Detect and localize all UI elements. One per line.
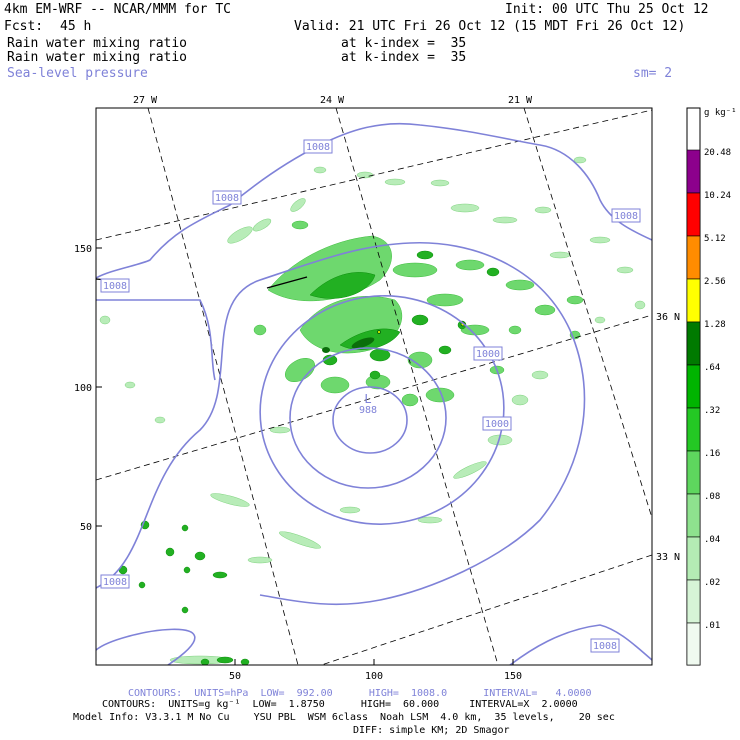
colorbar-label: 20.48 (704, 148, 731, 158)
diffusion-info: DIFF: simple KM; 2D Smagor (353, 725, 510, 736)
sea-level-pressure-contours (96, 122, 652, 665)
field-2-name: Rain water mixing ratio (7, 50, 188, 65)
colorbar-label: .32 (704, 406, 720, 416)
low-pressure-value: 988 (359, 405, 377, 416)
colorbar-label: 1.28 (704, 320, 726, 330)
pressure-contour-996 (289, 347, 447, 489)
colorbar-swatch-.32 (686, 407, 701, 452)
field-3-name: Sea-level pressure (7, 66, 148, 81)
forecast-hours: 45 h (60, 19, 92, 34)
y-tick-label: 50 (80, 522, 92, 533)
lon-label: 21 W (508, 95, 533, 106)
colorbar-label: .02 (704, 578, 720, 588)
colorbar-swatch-.64 (686, 364, 701, 409)
colorbar-swatch-1.28 (686, 321, 701, 366)
colorbar-swatch-.01 (686, 622, 701, 666)
colorbar-swatch-.02 (686, 579, 701, 624)
pressure-label: 1008 (614, 211, 638, 222)
init-time: Init: 00 UTC Thu 25 Oct 12 (505, 2, 709, 17)
colorbar-label: .16 (704, 449, 720, 459)
colorbar-swatch-5.12 (686, 235, 701, 280)
contours-pressure-info: CONTOURS: UNITS=hPa LOW= 992.00 HIGH= 10… (128, 688, 592, 699)
axis-ticks (96, 247, 514, 665)
colorbar-label: .04 (704, 535, 720, 545)
smoothing-label: sm= 2 (633, 66, 673, 81)
lat-label: 36 N (656, 312, 680, 323)
x-tick-label: 100 (365, 671, 383, 682)
y-tick-label: 100 (74, 383, 92, 394)
pressure-contour-1008-sw (96, 628, 196, 665)
pressure-contour-1008-west (96, 299, 216, 381)
valid-time: Valid: 21 UTC Fri 26 Oct 12 (15 MDT Fri … (294, 19, 686, 34)
low-pressure-marker: L (364, 392, 371, 406)
colorbar-swatch-10.24 (686, 192, 701, 237)
colorbar-label: 10.24 (704, 191, 731, 201)
pressure-label: 1008 (103, 281, 127, 292)
colorbar-label: .01 (704, 621, 720, 631)
model-title: 4km EM-WRF -- NCAR/MMM for TC (4, 2, 231, 17)
colorbar-swatch-2.56 (686, 278, 701, 323)
color-bar (686, 107, 701, 666)
colorbar-swatch-.16 (686, 450, 701, 495)
pressure-label: 1008 (593, 641, 617, 652)
colorbar-label: .64 (704, 363, 720, 373)
forecast-label: Fcst: (4, 19, 44, 34)
colorbar-label: 5.12 (704, 234, 726, 244)
pressure-label: 1000 (476, 349, 500, 360)
colorbar-label: 2.56 (704, 277, 726, 287)
model-info: Model Info: V3.3.1 M No Cu YSU PBL WSM 6… (73, 712, 615, 723)
x-tick-label: 50 (229, 671, 241, 682)
pressure-contour-1004 (96, 241, 586, 606)
lon-label: 24 W (320, 95, 345, 106)
pressure-contour-992 (332, 386, 408, 454)
pressure-label: 1000 (485, 419, 509, 430)
barb-line (266, 276, 308, 289)
pressure-label: 1008 (215, 193, 239, 204)
field-2-level: at k-index = 35 (341, 50, 467, 65)
contours-rain-info: CONTOURS: UNITS=g kg⁻¹ LOW= 1.8750 HIGH=… (102, 699, 578, 710)
colorbar-swatch-.04 (686, 536, 701, 581)
pressure-contour-1008-north (96, 122, 652, 279)
y-tick-label: 150 (74, 244, 92, 255)
pressure-label: 1008 (306, 142, 330, 153)
colorbar-swatch-20.48 (686, 149, 701, 194)
pressure-labels (100, 139, 641, 653)
pressure-contour-1008-se (509, 624, 652, 665)
colorbar-units: g kg⁻¹ (704, 108, 737, 118)
colorbar-swatch-.08 (686, 493, 701, 538)
x-tick-label: 150 (504, 671, 522, 682)
field-1-name: Rain water mixing ratio (7, 36, 188, 51)
colorbar-label: .08 (704, 492, 720, 502)
lat-label: 33 N (656, 552, 680, 563)
lat-lon-grid (96, 108, 652, 665)
pressure-contour-1000 (259, 295, 505, 525)
pressure-label: 1008 (103, 577, 127, 588)
field-1-level: at k-index = 35 (341, 36, 467, 51)
lon-label: 27 W (133, 95, 158, 106)
